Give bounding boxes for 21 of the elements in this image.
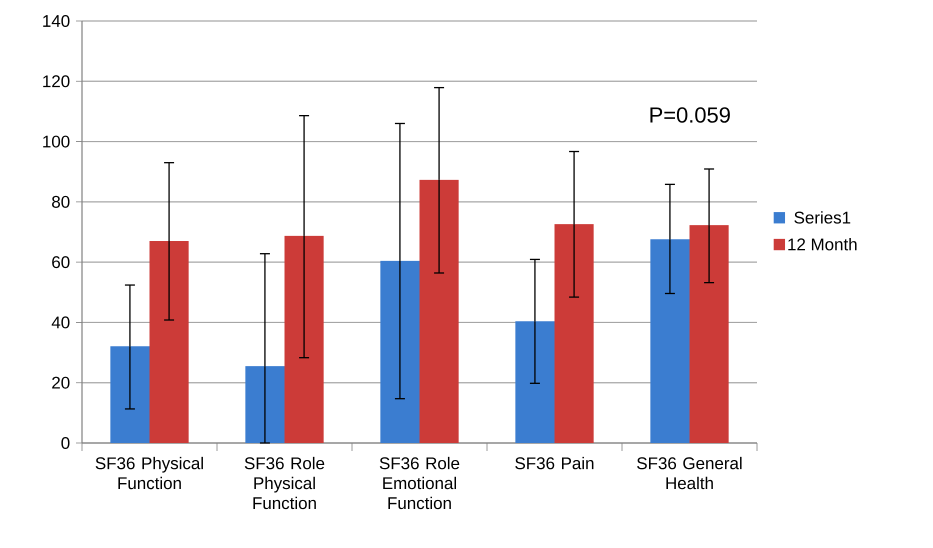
bar: [650, 239, 690, 443]
bar: [420, 180, 459, 443]
x-tick-label: SF36 Role Physical Function: [244, 456, 324, 510]
y-tick-label: 120: [43, 75, 70, 88]
bar: [690, 225, 729, 443]
annotation: P=0.059: [650, 107, 730, 123]
x-tick-label: SF36 Pain: [515, 456, 594, 470]
y-tick-label: 140: [43, 14, 70, 27]
y-tick-label: 80: [52, 196, 70, 208]
x-tick-label: SF36 Physical Function: [96, 456, 203, 490]
legend-label: 12 Month: [788, 238, 857, 250]
legend-label: Series1: [794, 211, 850, 224]
x-tick-label: SF36 General Health: [637, 456, 742, 490]
y-tick-label: 20: [52, 376, 70, 389]
x-tick-label: SF36 Role Emotional Function: [380, 456, 460, 510]
y-tick-label: 100: [43, 136, 70, 148]
bar: [150, 241, 189, 443]
y-tick-label: 40: [52, 316, 70, 328]
bar: [554, 224, 594, 443]
y-tick-label: 60: [52, 256, 70, 268]
y-tick-label: 0: [61, 437, 70, 449]
